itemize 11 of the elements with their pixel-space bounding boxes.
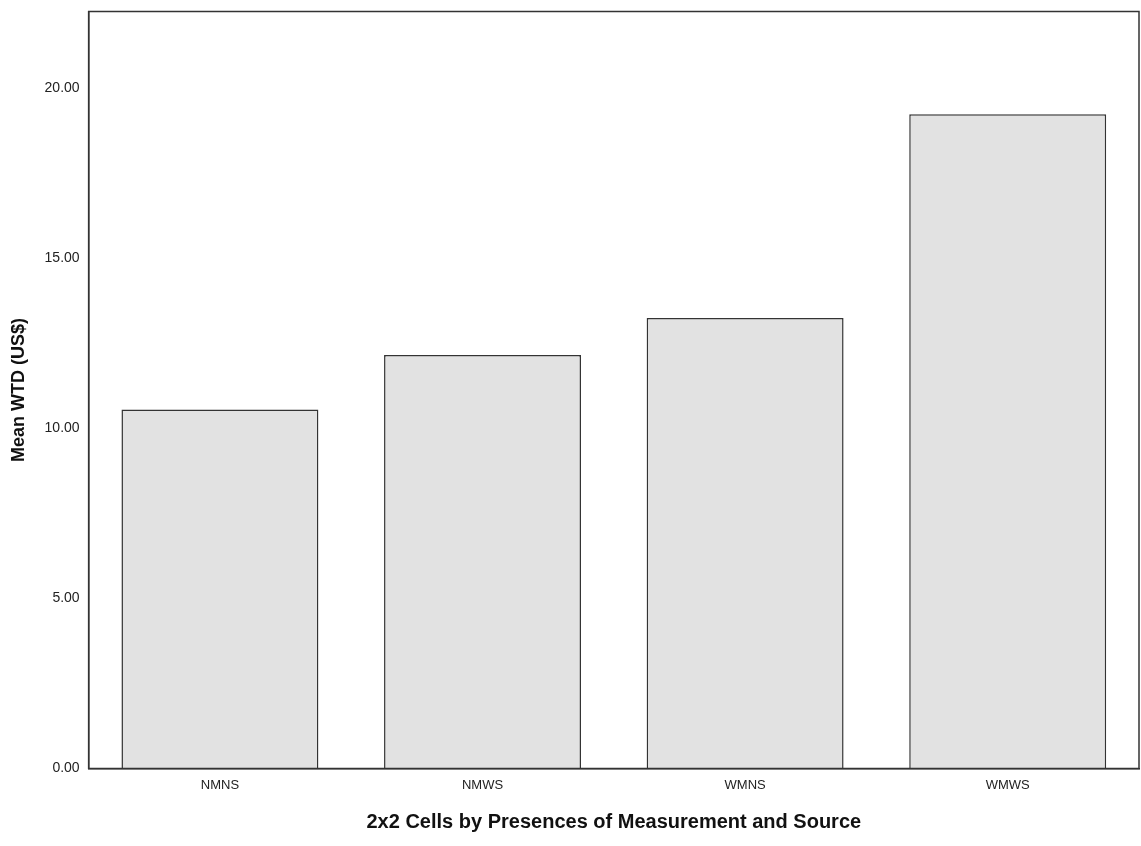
y-tick-label: 10.00 — [44, 419, 80, 436]
x-tick-label: WMNS — [724, 776, 767, 792]
y-tick-label: 20.00 — [44, 78, 80, 95]
y-tick-label: 15.00 — [44, 248, 80, 265]
x-axis-title: 2x2 Cells by Presences of Measurement and Source — [366, 809, 862, 832]
x-tick-label: WMWS — [985, 776, 1031, 792]
x-tick-label: NMWS — [461, 776, 504, 792]
y-tick-label: 0.00 — [52, 759, 80, 776]
y-axis-title: Mean WTD (US$) — [7, 317, 28, 462]
x-tick-label: NMNS — [200, 776, 240, 792]
y-tick-label: 5.00 — [52, 589, 80, 606]
